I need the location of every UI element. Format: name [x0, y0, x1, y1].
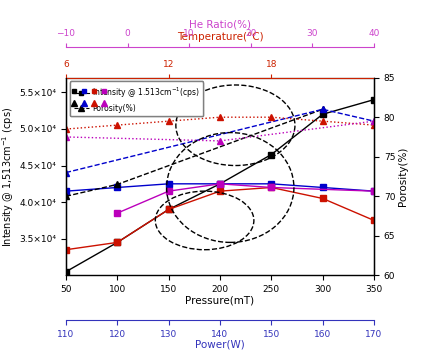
X-axis label: Power(W): Power(W) — [195, 340, 245, 350]
Y-axis label: Porosity(%): Porosity(%) — [398, 147, 408, 206]
Y-axis label: Intensity @ 1,513cm$^{-1}$ (cps): Intensity @ 1,513cm$^{-1}$ (cps) — [1, 107, 17, 246]
X-axis label: Pressure(mT): Pressure(mT) — [185, 295, 255, 305]
X-axis label: He Ratio(%): He Ratio(%) — [189, 20, 251, 30]
Legend: Intensity @ 1.513cm$^{-1}$(cps), Porosity(%): Intensity @ 1.513cm$^{-1}$(cps), Porosit… — [70, 82, 203, 116]
X-axis label: Temperature(°C): Temperature(°C) — [177, 32, 263, 42]
